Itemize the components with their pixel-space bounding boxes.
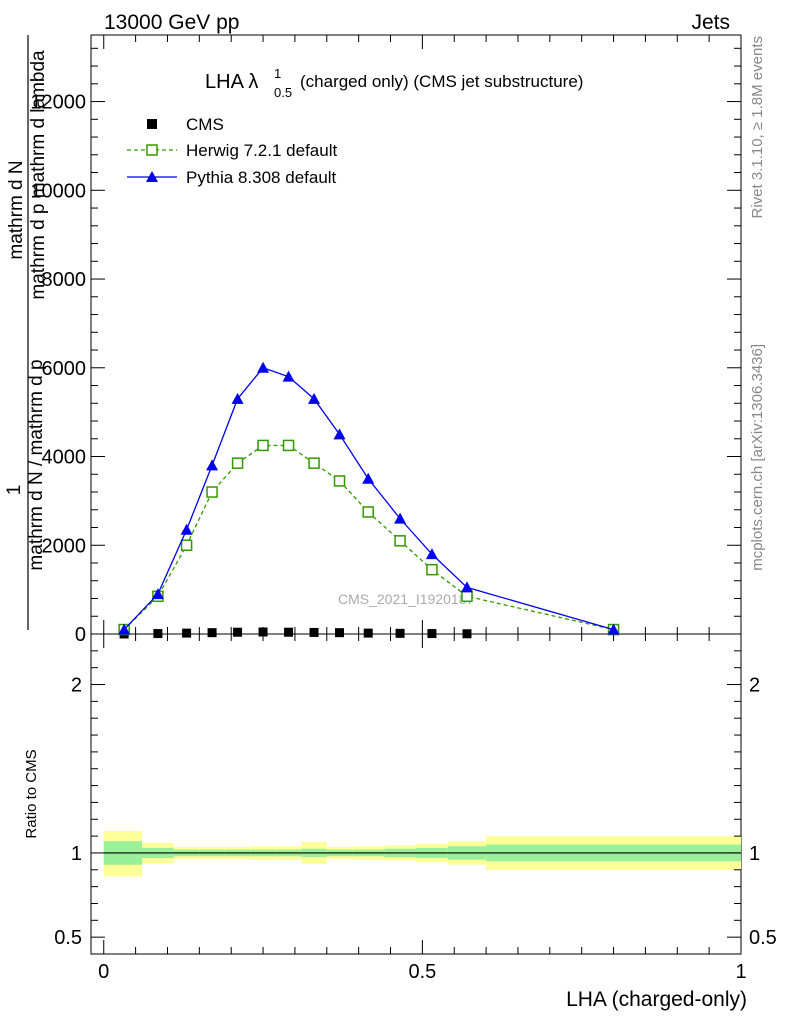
ylabel-extra: mathrm d N bbox=[6, 160, 27, 259]
data-point-pythia-8-308-default bbox=[425, 548, 438, 560]
x-axis-label: LHA (charged-only) bbox=[566, 988, 747, 1011]
data-point-cms bbox=[207, 628, 217, 638]
ylabel-numerator: 1 bbox=[4, 485, 25, 496]
legend-marker-pythia bbox=[146, 171, 158, 182]
ylabel-denominator: mathrm d N / mathrm d p bbox=[26, 359, 47, 570]
data-point-pythia-8-308-default bbox=[394, 512, 407, 524]
ratio-y-tick-label-right: 1 bbox=[749, 843, 760, 865]
data-point-pythia-8-308-default bbox=[607, 623, 620, 635]
data-point-herwig-7-2-1-default bbox=[180, 539, 193, 552]
data-point-herwig-7-2-1-default bbox=[282, 439, 295, 452]
main-axes: 0 2000 4000 6000 8000 10000 12000 bbox=[30, 35, 742, 646]
data-point-pythia-8-308-default bbox=[118, 623, 131, 635]
legend-label-pythia: Pythia 8.308 default bbox=[186, 168, 337, 187]
main-y-tick-label: 6000 bbox=[42, 358, 87, 380]
main-y-tick-label: 8000 bbox=[42, 269, 87, 291]
legend-marker-herwig bbox=[146, 144, 158, 156]
data-point-herwig-7-2-1-default bbox=[206, 486, 218, 498]
header-right: Jets bbox=[691, 11, 730, 34]
data-point-cms bbox=[462, 629, 472, 639]
data-point-cms bbox=[335, 628, 345, 638]
data-point-pythia-8-308-default bbox=[308, 392, 321, 404]
data-point-pythia-8-308-default bbox=[282, 370, 295, 382]
data-point-herwig-7-2-1-default bbox=[426, 563, 438, 576]
ratio-bands bbox=[103, 831, 741, 877]
ratio-plot-frame bbox=[90, 633, 742, 955]
plot-title-rest: (charged only) (CMS jet substructure) bbox=[300, 72, 583, 91]
data-point-herwig-7-2-1-default bbox=[257, 439, 269, 452]
ratio-y-axis-label: Ratio to CMS bbox=[23, 749, 40, 838]
main-y-axis-label: mathrm d p mathrm d lambda mathrm d N 1 … bbox=[4, 35, 49, 630]
main-y-tick-label: 12000 bbox=[30, 92, 86, 114]
x-tick-label: 0 bbox=[98, 961, 109, 983]
main-y-tick-label: 0 bbox=[75, 624, 86, 646]
ratio-axes: 0.5 0.51 12 20 0.5 1 bbox=[54, 634, 777, 983]
data-point-herwig-7-2-1-default bbox=[362, 506, 374, 518]
data-point-pythia-8-308-default bbox=[206, 459, 219, 471]
data-point-cms bbox=[427, 629, 437, 639]
data-point-pythia-8-308-default bbox=[151, 588, 164, 600]
legend-label-herwig: Herwig 7.2.1 default bbox=[186, 141, 337, 160]
data-point-pythia-8-308-default bbox=[460, 581, 473, 593]
data-point-pythia-8-308-default bbox=[333, 428, 346, 440]
data-point-pythia-8-308-default bbox=[180, 523, 193, 535]
data-point-cms bbox=[363, 628, 373, 638]
svg-text:LHA λ: LHA λ bbox=[205, 71, 258, 93]
plot-title-main: LHA λ bbox=[205, 71, 258, 93]
data-point-cms bbox=[395, 628, 405, 638]
data-point-herwig-7-2-1-default bbox=[308, 457, 320, 469]
header-left: 13000 GeV pp bbox=[104, 11, 239, 34]
plot-title-sub: 0.5 bbox=[274, 85, 292, 100]
data-point-cms bbox=[233, 627, 243, 637]
data-point-cms bbox=[182, 628, 192, 638]
rivet-label: Rivet 3.1.10, ≥ 1.8M events bbox=[749, 36, 766, 219]
data-point-herwig-7-2-1-default bbox=[394, 535, 406, 547]
watermark: CMS_2021_I1920187 bbox=[338, 591, 474, 607]
mcplots-label: mcplots.cern.ch [arXiv:1306.3436] bbox=[749, 344, 766, 571]
main-y-tick-label: 10000 bbox=[30, 180, 86, 202]
data-point-pythia-8-308-default bbox=[362, 472, 375, 484]
data-point-herwig-7-2-1-default bbox=[231, 457, 244, 469]
plot-title: LHA λ 1 0.5 (charged only) (CMS jet subs… bbox=[205, 66, 583, 100]
ratio-y-tick-label: 0.5 bbox=[54, 927, 82, 949]
main-series bbox=[118, 361, 620, 639]
data-point-cms bbox=[284, 627, 294, 637]
data-point-pythia-8-308-default bbox=[257, 361, 270, 373]
plot-title-sup: 1 bbox=[274, 66, 281, 81]
main-y-tick-label: 4000 bbox=[42, 447, 87, 469]
x-tick-label: 0.5 bbox=[408, 961, 436, 983]
data-point-pythia-8-308-default bbox=[231, 392, 244, 404]
legend: CMS Herwig 7.2.1 default Pythia 8.308 de… bbox=[127, 115, 337, 187]
data-point-cms bbox=[258, 627, 268, 637]
data-point-cms bbox=[309, 627, 319, 637]
ylabel-top: mathrm d p mathrm d lambda bbox=[28, 50, 49, 300]
data-point-herwig-7-2-1-default bbox=[461, 590, 473, 603]
series-line-pythia-8-308-default bbox=[123, 367, 614, 631]
data-point-herwig-7-2-1-default bbox=[333, 475, 346, 487]
data-point-cms bbox=[153, 629, 163, 639]
ratio-y-tick-label: 2 bbox=[71, 675, 82, 697]
legend-label-cms: CMS bbox=[186, 115, 224, 134]
ratio-y-tick-label-right: 0.5 bbox=[749, 927, 777, 949]
ratio-y-tick-label: 1 bbox=[71, 843, 82, 865]
ratio-y-tick-label-right: 2 bbox=[749, 675, 760, 697]
x-tick-label: 1 bbox=[735, 961, 746, 983]
main-y-tick-label: 2000 bbox=[42, 535, 87, 557]
legend-marker-cms bbox=[147, 119, 157, 129]
